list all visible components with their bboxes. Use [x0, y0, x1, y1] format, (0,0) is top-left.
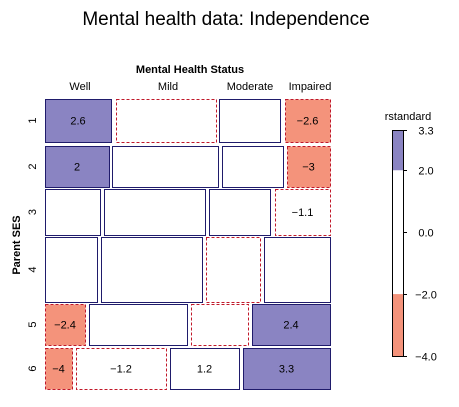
mosaic-cell [285, 99, 331, 143]
row-label: 2 [27, 163, 39, 169]
column-label: Impaired [289, 81, 332, 93]
legend-tick-label: −2.0 [415, 290, 437, 302]
mosaic-cell [275, 189, 331, 236]
mosaic-cell [170, 348, 240, 390]
legend-negative-band [392, 294, 403, 356]
mosaic-cell [219, 99, 281, 143]
cell-value-label: −3 [302, 162, 315, 174]
row-label: 4 [27, 266, 39, 272]
cell-value-label: 2.6 [70, 116, 85, 128]
row-label: 5 [27, 321, 39, 327]
mosaic-cell [76, 348, 167, 390]
legend-tick-label: −4.0 [415, 352, 437, 364]
legend-tick-label: 3.3 [418, 126, 433, 138]
mosaic-cell [252, 304, 331, 346]
mosaic-cell [112, 146, 219, 188]
column-variable-label: Mental Health Status [136, 64, 244, 76]
cell-value-label: −4 [52, 364, 65, 376]
mosaic-cell [206, 237, 261, 303]
cell-value-label: 2 [74, 162, 80, 174]
column-label: Mild [158, 81, 178, 93]
row-label: 6 [27, 365, 39, 371]
row-variable-label: Parent SES [11, 215, 23, 274]
mosaic-cell [45, 189, 101, 236]
cell-value-label: −1.2 [110, 364, 132, 376]
cell-value-label: 3.3 [279, 364, 294, 376]
mosaic-cell [45, 146, 110, 188]
mosaic-cell [45, 348, 73, 390]
column-label: Moderate [227, 81, 273, 93]
mosaic-cell [45, 99, 112, 143]
cell-value-label: −1.1 [292, 207, 314, 219]
axis-labels: Well Mild Moderate Impaired 1 2 3 4 5 6 [27, 81, 331, 372]
row-label: 1 [27, 117, 39, 123]
legend-positive-band [392, 130, 403, 171]
mosaic-cell [101, 237, 203, 303]
mosaic-cell [222, 146, 284, 188]
cell-value-label: 1.2 [197, 364, 212, 376]
row-label: 3 [27, 209, 39, 215]
mosaic-cell [191, 304, 249, 346]
legend-tick-label: 0.0 [418, 228, 433, 240]
mosaic-cells: 2.6 −2.6 2 −3 −1.1 −2.4 2.4 −4 −1.2 1.2 3.3 [45, 99, 331, 390]
mosaic-cell [264, 237, 331, 303]
legend-tick-label: 2.0 [418, 166, 433, 178]
mosaic-cell [45, 237, 98, 303]
column-label: Well [69, 81, 90, 93]
mosaic-cell [104, 189, 206, 236]
legend-title: rstandard [385, 111, 431, 123]
mosaic-cell [209, 189, 271, 236]
cell-value-label: −2.4 [54, 320, 76, 332]
mosaic-cell [243, 348, 331, 390]
mosaic-cell [287, 146, 331, 188]
cell-value-label: 2.4 [283, 320, 298, 332]
cell-value-label: −2.6 [297, 116, 319, 128]
chart-title: Mental health data: Independence [82, 9, 369, 30]
mosaic-cell [45, 304, 86, 346]
legend: 3.3 2.0 0.0 −2.0 −4.0 [392, 126, 437, 364]
legend-frame [392, 130, 404, 357]
mosaic-cell [116, 99, 217, 143]
mosaic-cell [89, 304, 188, 346]
